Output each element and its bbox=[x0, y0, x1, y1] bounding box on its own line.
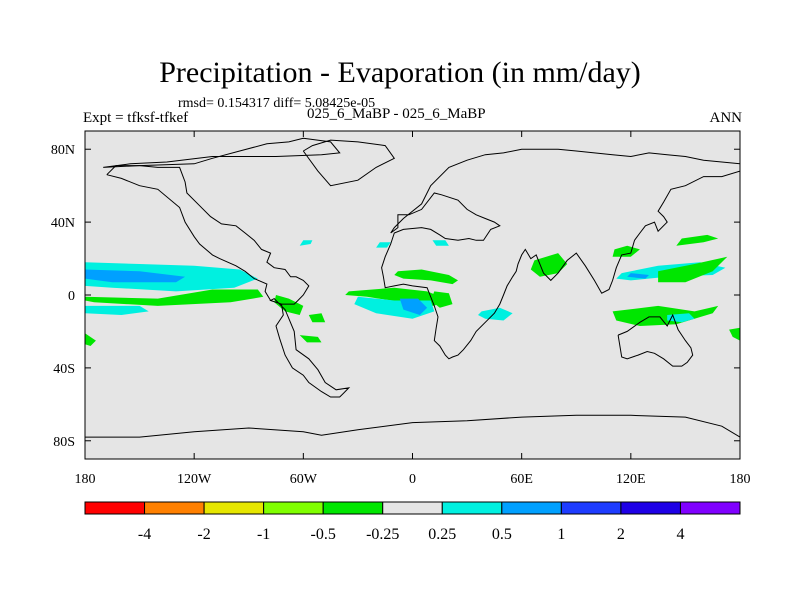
contour-region-10 bbox=[394, 269, 458, 285]
y-tick-label-4: 80S bbox=[53, 435, 75, 450]
colorbar-label-2: -1 bbox=[257, 526, 270, 543]
season-label: ANN bbox=[709, 110, 743, 126]
colorbar-box-1 bbox=[144, 501, 205, 515]
colorbar-label-3: -0.5 bbox=[311, 526, 336, 543]
coastline-4 bbox=[617, 313, 694, 367]
x-tick-label-3: 0 bbox=[409, 472, 416, 487]
rmsd-diff-stats: rmsd= 0.154317 diff= 5.08425e-05 bbox=[178, 96, 376, 111]
contour-region-1 bbox=[85, 269, 186, 283]
coastline-1 bbox=[103, 137, 341, 168]
colorbar-label-8: 2 bbox=[617, 526, 625, 543]
contour-region-5 bbox=[274, 295, 304, 315]
x-tick-label-0: 180 bbox=[75, 472, 96, 487]
contour-region-24 bbox=[376, 242, 391, 248]
coastline-0 bbox=[106, 165, 351, 398]
coastline-5 bbox=[85, 414, 740, 438]
colorbar-box-10 bbox=[679, 501, 741, 515]
colorbar-label-6: 0.5 bbox=[492, 526, 512, 543]
x-tick-label-4: 60E bbox=[510, 472, 533, 487]
coastline-3 bbox=[381, 148, 740, 360]
colorbar-box-4 bbox=[322, 501, 384, 515]
y-tick-label-2: 0 bbox=[68, 289, 75, 304]
contour-region-2 bbox=[85, 289, 264, 306]
contour-region-21 bbox=[729, 327, 740, 341]
chart-title: Precipitation - Evaporation (in mm/day) bbox=[159, 56, 641, 89]
contour-region-6 bbox=[308, 313, 326, 323]
contour-region-18 bbox=[676, 234, 719, 246]
x-tick-label-2: 60W bbox=[290, 472, 318, 487]
contour-region-23 bbox=[299, 240, 313, 246]
colorbar-box-8 bbox=[560, 501, 622, 515]
contour-region-19 bbox=[612, 305, 719, 326]
contour-region-11 bbox=[430, 291, 453, 308]
colorbar-label-5: 0.25 bbox=[428, 526, 456, 543]
contour-region-4 bbox=[85, 333, 96, 346]
colorbar-label-9: 4 bbox=[676, 526, 684, 543]
colorbar-box-7 bbox=[501, 501, 562, 515]
contour-region-13 bbox=[530, 253, 568, 277]
x-tick-label-1: 120W bbox=[177, 472, 212, 487]
contour-region-12 bbox=[478, 307, 513, 321]
colorbar-box-0 bbox=[84, 501, 146, 515]
colorbar-box-2 bbox=[203, 501, 265, 515]
y-tick-label-1: 40N bbox=[51, 216, 75, 231]
coastline-2 bbox=[302, 139, 396, 187]
contour-region-3 bbox=[85, 305, 149, 315]
contour-region-15 bbox=[627, 273, 649, 279]
colorbar-box-5 bbox=[382, 501, 443, 515]
colorbar-box-6 bbox=[441, 501, 503, 515]
colorbar-label-7: 1 bbox=[557, 526, 565, 543]
case-label: 025_6_MaBP - 025_6_MaBP bbox=[307, 106, 486, 122]
colorbar-label-1: -2 bbox=[197, 526, 210, 543]
contour-region-9 bbox=[399, 298, 428, 315]
contour-region-22 bbox=[299, 335, 322, 343]
colorbar-box-9 bbox=[620, 501, 681, 515]
contour-region-20 bbox=[667, 313, 695, 323]
x-tick-label-6: 180 bbox=[730, 472, 751, 487]
x-tick-label-5: 120E bbox=[616, 472, 646, 487]
colorbar-box-3 bbox=[263, 501, 324, 515]
y-tick-label-0: 80N bbox=[51, 143, 75, 158]
contour-region-17 bbox=[612, 245, 640, 257]
contour-region-25 bbox=[432, 240, 449, 246]
colorbar-label-4: -0.25 bbox=[366, 526, 399, 543]
y-tick-label-3: 40S bbox=[53, 362, 75, 377]
contour-region-16 bbox=[658, 256, 728, 283]
experiment-label: Expt = tfksf-tfkef bbox=[83, 110, 189, 126]
colorbar-label-0: -4 bbox=[138, 526, 151, 543]
